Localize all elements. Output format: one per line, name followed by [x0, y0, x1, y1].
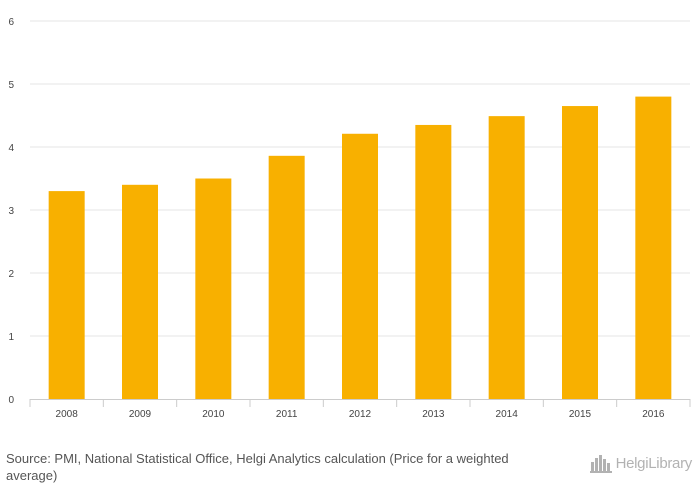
- x-tick-label: 2016: [642, 409, 665, 420]
- x-tick-label: 2008: [56, 409, 79, 420]
- logo-text: HelgiLibrary: [615, 454, 693, 472]
- y-axis-ticks: 0 1 2 3 4 5 6: [8, 17, 14, 406]
- x-tick-label: 2010: [202, 409, 225, 420]
- y-tick-label: 6: [8, 17, 14, 28]
- x-tick-label: 2011: [276, 409, 298, 420]
- y-tick-label: 3: [8, 206, 14, 217]
- bar-2013: [415, 124, 452, 399]
- chart-footer: Source: PMI, National Statistical Office…: [0, 440, 700, 500]
- bar-2015: [562, 106, 598, 400]
- bar-2010: [195, 178, 232, 399]
- y-tick-label: 2: [8, 269, 14, 280]
- bar-2016: [635, 96, 672, 399]
- bars: [48, 96, 672, 400]
- bar-chart: 0 1 2 3 4 5 6 2008 2009 2010 2011 2012 2013 2014 2015…: [8, 17, 691, 420]
- y-tick-label: 1: [8, 332, 14, 343]
- y-tick-label: 0: [8, 395, 14, 406]
- x-tick-label: 2012: [349, 409, 372, 420]
- source-note: Source: PMI, National Statistical Office…: [6, 451, 509, 483]
- x-tick-label: 2014: [496, 409, 519, 420]
- x-axis: 2008 2009 2010 2011 2012 2013 2014 2015 2016: [29, 399, 691, 420]
- x-tick-label: 2009: [129, 409, 152, 420]
- bar-2011: [268, 155, 305, 399]
- x-tick-label: 2015: [569, 409, 592, 420]
- bar-2009: [122, 184, 158, 399]
- helgi-library-logo: HelgiLibrary: [589, 452, 693, 474]
- bar-2012: [342, 133, 378, 399]
- y-tick-label: 4: [8, 143, 14, 154]
- x-tick-label: 2013: [422, 409, 445, 420]
- bar-2014: [488, 116, 525, 399]
- y-tick-label: 5: [8, 80, 14, 91]
- city-skyline-icon: [589, 455, 612, 473]
- bar-2008: [48, 191, 85, 399]
